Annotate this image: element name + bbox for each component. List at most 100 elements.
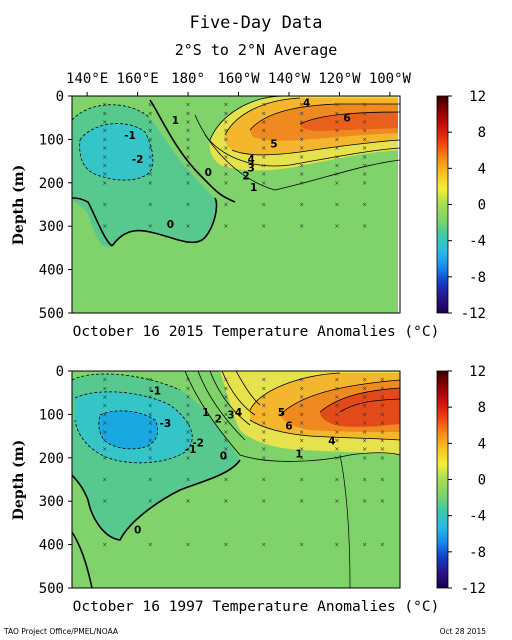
sample-marker: × — [102, 223, 107, 230]
sample-marker: × — [334, 377, 339, 384]
sample-marker: × — [223, 145, 228, 152]
sample-marker: × — [362, 420, 367, 427]
sample-marker: × — [186, 394, 191, 401]
sample-marker: × — [186, 136, 191, 143]
contour-label: 6 — [343, 113, 350, 125]
sample-marker: × — [261, 411, 266, 418]
y-tick-label: 100 — [39, 132, 64, 148]
sample-marker: × — [186, 542, 191, 549]
sample-marker: × — [261, 385, 266, 392]
sample-marker: × — [261, 223, 266, 230]
contour-label: 2 — [242, 170, 249, 182]
sample-marker: × — [102, 411, 107, 418]
contour-label: 5 — [278, 407, 285, 419]
sample-marker: × — [299, 411, 304, 418]
sample-marker: × — [102, 429, 107, 436]
sample-marker: × — [102, 498, 107, 505]
sample-marker: × — [299, 202, 304, 209]
sample-marker: × — [186, 429, 191, 436]
y-tick-label: 100 — [39, 407, 64, 423]
sample-marker: × — [334, 429, 339, 436]
sample-marker: × — [299, 377, 304, 384]
sample-marker: × — [362, 145, 367, 152]
sample-marker: × — [334, 110, 339, 117]
sample-marker: × — [148, 377, 153, 384]
sample-marker: × — [102, 162, 107, 169]
sample-marker: × — [362, 154, 367, 161]
sample-marker: × — [334, 145, 339, 152]
sample-marker: × — [102, 154, 107, 161]
sample-marker: × — [334, 154, 339, 161]
sample-marker: × — [148, 385, 153, 392]
sample-marker: × — [299, 542, 304, 549]
panel2-ylabel: Depth (m) — [11, 440, 27, 520]
sample-marker: × — [186, 180, 191, 187]
sample-marker: × — [299, 171, 304, 178]
sample-marker: × — [223, 420, 228, 427]
panel1-cold-core — [79, 123, 153, 181]
panel2-contours — [72, 371, 400, 588]
sample-marker: × — [299, 429, 304, 436]
panel1-data-points: ××××××××××××××××××××××××××××××××××××××××… — [102, 102, 367, 231]
colorbar-label: 0 — [478, 198, 486, 214]
panel2-warm-peak — [320, 388, 400, 427]
sample-marker: × — [380, 377, 385, 384]
contour-label: 0 — [134, 524, 141, 536]
sample-marker: × — [148, 498, 153, 505]
sample-marker: × — [186, 403, 191, 410]
sample-marker: × — [334, 394, 339, 401]
sample-marker: × — [380, 477, 385, 484]
sample-marker: × — [380, 498, 385, 505]
sample-marker: × — [102, 420, 107, 427]
sample-marker: × — [223, 377, 228, 384]
sample-marker: × — [186, 498, 191, 505]
sample-marker: × — [223, 455, 228, 462]
page-title: Five-Day Data — [189, 13, 322, 33]
sample-marker: × — [362, 394, 367, 401]
sample-marker: × — [186, 437, 191, 444]
contour-label: 4 — [303, 98, 310, 110]
contour-label: 1 — [172, 115, 179, 127]
sample-marker: × — [299, 446, 304, 453]
sample-marker: × — [261, 110, 266, 117]
sample-marker: × — [102, 202, 107, 209]
colorbar-label: 0 — [478, 473, 486, 489]
sample-marker: × — [362, 136, 367, 143]
sample-marker: × — [148, 180, 153, 187]
contour-label: -1 — [185, 444, 197, 456]
sample-marker: × — [102, 385, 107, 392]
sample-marker: × — [223, 162, 228, 169]
sample-marker: × — [148, 542, 153, 549]
y-tick-label: 400 — [39, 538, 64, 554]
sample-marker: × — [223, 171, 228, 178]
sample-marker: × — [334, 437, 339, 444]
colorbar-2015: 12 8 4 0 -4 -8 -12 — [436, 89, 486, 322]
sample-marker: × — [102, 446, 107, 453]
sample-marker: × — [299, 119, 304, 126]
sample-marker: × — [380, 437, 385, 444]
sample-marker: × — [148, 145, 153, 152]
contour-label: 1 — [250, 182, 257, 194]
y-tick-label: 200 — [39, 176, 64, 192]
sample-marker: × — [186, 171, 191, 178]
contour-label: 0 — [167, 219, 174, 231]
footer-date: Oct 28 2015 — [440, 627, 487, 636]
sample-marker: × — [334, 403, 339, 410]
sample-marker: × — [148, 446, 153, 453]
contour-label: 4 — [247, 154, 254, 166]
sample-marker: × — [186, 377, 191, 384]
sample-marker: × — [261, 180, 266, 187]
sample-marker: × — [299, 154, 304, 161]
sample-marker: × — [334, 420, 339, 427]
x-tick-label: 120°W — [318, 71, 361, 87]
sample-marker: × — [148, 128, 153, 135]
sample-marker: × — [148, 455, 153, 462]
sample-marker: × — [362, 180, 367, 187]
x-tick-label: 140°E — [66, 71, 108, 87]
sample-marker: × — [223, 542, 228, 549]
sample-marker: × — [148, 162, 153, 169]
sample-marker: × — [223, 136, 228, 143]
sample-marker: × — [334, 385, 339, 392]
sample-marker: × — [148, 477, 153, 484]
panel1-caption: October 16 2015 Temperature Anomalies (°… — [73, 324, 440, 340]
